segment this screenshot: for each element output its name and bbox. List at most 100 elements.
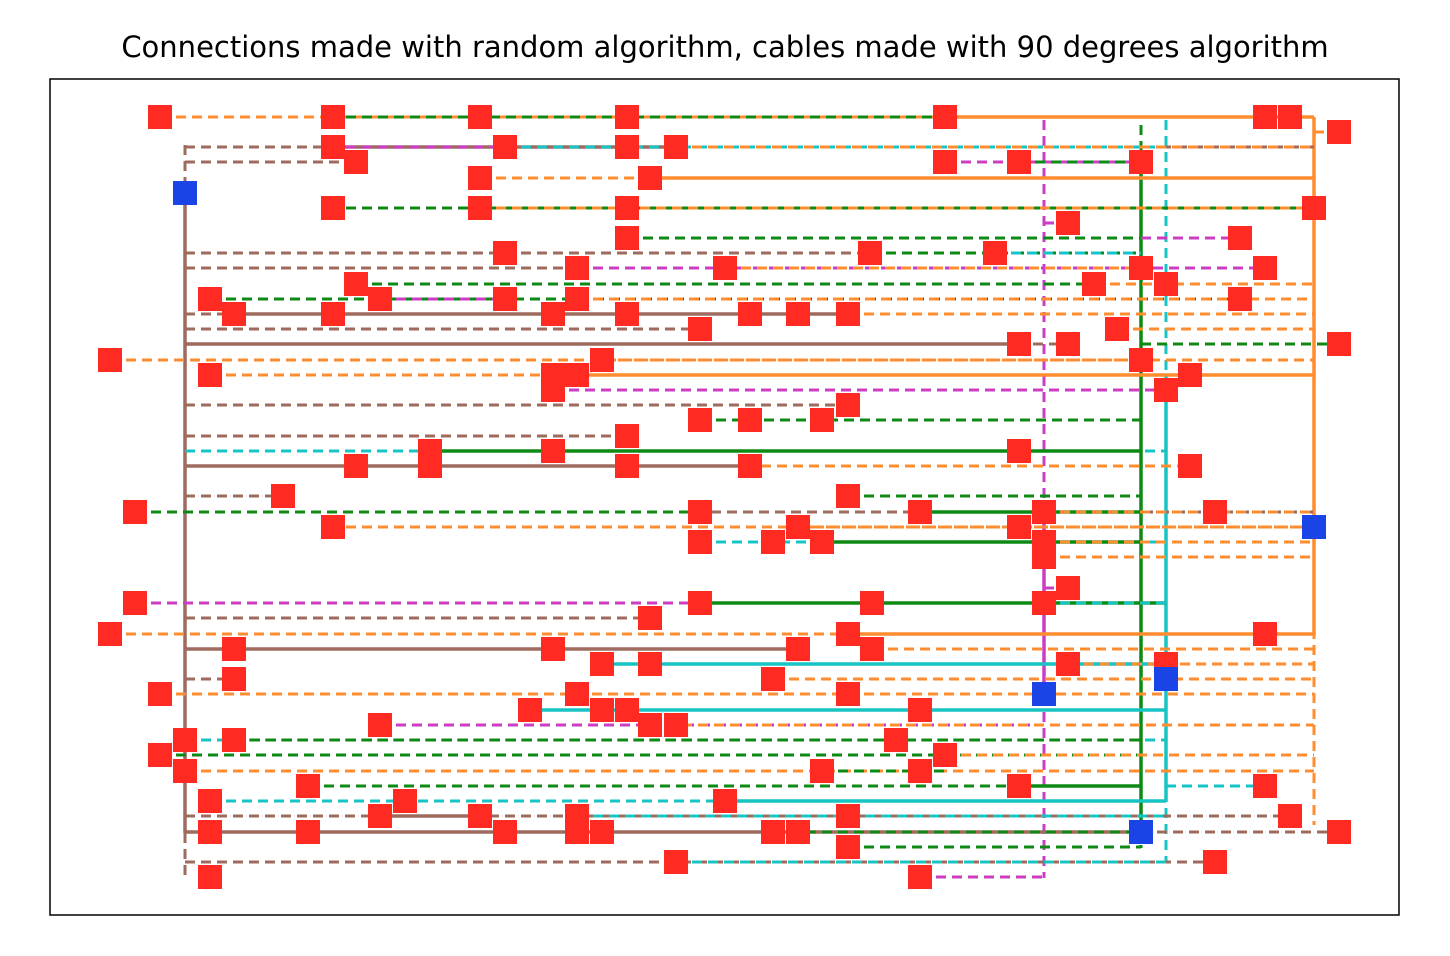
device-node-7	[1327, 120, 1351, 144]
device-node-120	[222, 728, 246, 752]
device-node-89	[1056, 576, 1080, 600]
device-node-53	[590, 348, 614, 372]
device-node-116	[368, 713, 392, 737]
device-node-47	[688, 317, 712, 341]
device-node-39	[1228, 287, 1252, 311]
device-node-54	[1129, 348, 1153, 372]
device-node-99	[541, 637, 565, 661]
device-node-65	[615, 424, 639, 448]
device-node-100	[786, 637, 810, 661]
hub-node-1	[1302, 515, 1326, 539]
device-node-95	[98, 622, 122, 646]
device-node-93	[1032, 591, 1056, 615]
device-node-79	[1032, 500, 1056, 524]
device-node-128	[1007, 774, 1031, 798]
device-node-48	[1105, 317, 1129, 341]
device-node-96	[836, 622, 860, 646]
device-node-20	[615, 196, 639, 220]
device-node-134	[468, 804, 492, 828]
device-node-3	[615, 105, 639, 129]
device-node-52	[98, 348, 122, 372]
device-node-107	[761, 667, 785, 691]
device-node-10	[615, 135, 639, 159]
device-node-109	[148, 682, 172, 706]
device-node-124	[173, 759, 197, 783]
device-node-15	[1129, 150, 1153, 174]
device-node-23	[615, 226, 639, 250]
device-node-31	[1253, 256, 1277, 280]
device-node-58	[1178, 363, 1202, 387]
device-node-104	[1056, 652, 1080, 676]
device-node-143	[761, 820, 785, 844]
device-node-119	[173, 728, 197, 752]
device-node-77	[688, 500, 712, 524]
device-node-63	[738, 408, 762, 432]
device-node-140	[493, 820, 517, 844]
device-node-19	[468, 196, 492, 220]
device-node-126	[908, 759, 932, 783]
device-node-24	[1228, 226, 1252, 250]
device-node-80	[1203, 500, 1227, 524]
device-node-44	[738, 302, 762, 326]
device-node-2	[468, 105, 492, 129]
device-node-22	[1056, 211, 1080, 235]
device-node-26	[858, 241, 882, 265]
device-node-49	[1007, 332, 1031, 356]
device-node-18	[321, 196, 345, 220]
device-node-114	[615, 698, 639, 722]
device-node-14	[1007, 150, 1031, 174]
device-node-91	[688, 591, 712, 615]
device-node-149	[198, 865, 222, 889]
device-node-113	[590, 698, 614, 722]
device-node-130	[198, 789, 222, 813]
hub-node-0	[173, 181, 197, 205]
device-node-129	[1253, 774, 1277, 798]
device-node-59	[541, 378, 565, 402]
device-node-9	[493, 135, 517, 159]
device-node-68	[1007, 439, 1031, 463]
device-node-125	[810, 759, 834, 783]
device-node-8	[321, 135, 345, 159]
device-node-85	[761, 530, 785, 554]
device-node-16	[468, 166, 492, 190]
device-node-115	[908, 698, 932, 722]
device-node-30	[1129, 256, 1153, 280]
device-node-55	[198, 363, 222, 387]
device-node-72	[738, 454, 762, 478]
device-node-147	[664, 850, 688, 874]
device-node-132	[713, 789, 737, 813]
device-node-97	[1253, 622, 1277, 646]
device-node-51	[1327, 332, 1351, 356]
device-node-74	[271, 484, 295, 508]
device-node-83	[1007, 515, 1031, 539]
device-node-61	[836, 393, 860, 417]
device-node-90	[123, 591, 147, 615]
device-node-5	[1253, 105, 1277, 129]
device-node-60	[1154, 378, 1178, 402]
device-node-12	[344, 150, 368, 174]
device-node-131	[393, 789, 417, 813]
device-node-127	[296, 774, 320, 798]
device-node-138	[198, 820, 222, 844]
device-node-98	[222, 637, 246, 661]
device-node-0	[148, 105, 172, 129]
device-node-106	[222, 667, 246, 691]
device-node-142	[590, 820, 614, 844]
device-node-133	[368, 804, 392, 828]
device-node-144	[786, 820, 810, 844]
device-node-112	[518, 698, 542, 722]
device-node-1	[321, 105, 345, 129]
device-node-102	[590, 652, 614, 676]
device-node-88	[1032, 545, 1056, 569]
device-node-111	[836, 682, 860, 706]
device-node-46	[836, 302, 860, 326]
device-node-150	[908, 865, 932, 889]
device-node-82	[786, 515, 810, 539]
device-node-38	[565, 287, 589, 311]
device-node-50	[1056, 332, 1080, 356]
device-node-29	[713, 256, 737, 280]
device-node-21	[1302, 196, 1326, 220]
device-node-117	[638, 713, 662, 737]
device-node-41	[321, 302, 345, 326]
